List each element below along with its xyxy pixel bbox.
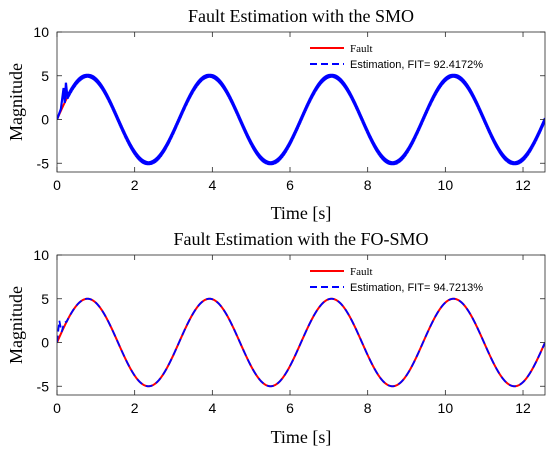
y-axis-label: Magnitude [6,286,26,364]
y-axis-label: Magnitude [6,63,26,141]
y-tick-label: 10 [33,24,49,40]
series-line-estimation [57,73,545,166]
plot-area [57,255,545,395]
legend-entry-fault: Fault [350,43,373,55]
x-tick-label: 8 [364,400,372,416]
x-tick-label: 0 [53,400,61,416]
x-tick-label: 10 [438,177,454,193]
series-group [57,73,545,166]
subplot-smo: Fault Estimation with the SMO Time [s] M… [6,6,546,223]
y-tick-label: -5 [37,378,50,394]
y-tick-label: 0 [41,335,49,351]
x-tick-label: 12 [515,400,531,416]
y-tick-label: -5 [37,155,50,171]
legend-entry-estimation: Estimation, FIT= 94.7213% [350,282,483,294]
y-tick-label: 10 [33,247,49,263]
x-tick-label: 0 [53,177,61,193]
x-tick-label: 2 [131,177,139,193]
legend-entry-fault: Fault [350,266,373,278]
x-tick-label: 8 [364,177,372,193]
x-tick-label: 4 [208,400,216,416]
subplot-fo-smo: Fault Estimation with the FO-SMO Time [s… [6,229,546,447]
legend-entry-estimation: Estimation, FIT= 92.4172% [350,59,483,71]
x-tick-label: 10 [438,400,454,416]
x-tick-label: 12 [515,177,531,193]
x-tick-label: 6 [286,177,294,193]
y-tick-label: 5 [41,68,49,84]
x-tick-label: 6 [286,400,294,416]
chart-title: Fault Estimation with the FO-SMO [173,229,428,249]
y-tick-label: 5 [41,291,49,307]
plot-area [57,32,545,172]
axes-frame [56,31,546,173]
y-tick-label: 0 [41,112,49,128]
x-axis-label: Time [s] [271,203,332,223]
x-tick-label: 2 [131,400,139,416]
axes-frame [56,254,546,396]
series-line-estimation [57,297,545,388]
x-tick-label: 4 [208,177,216,193]
x-axis-label: Time [s] [271,427,332,447]
chart-title: Fault Estimation with the SMO [188,6,414,26]
series-group [57,297,545,388]
